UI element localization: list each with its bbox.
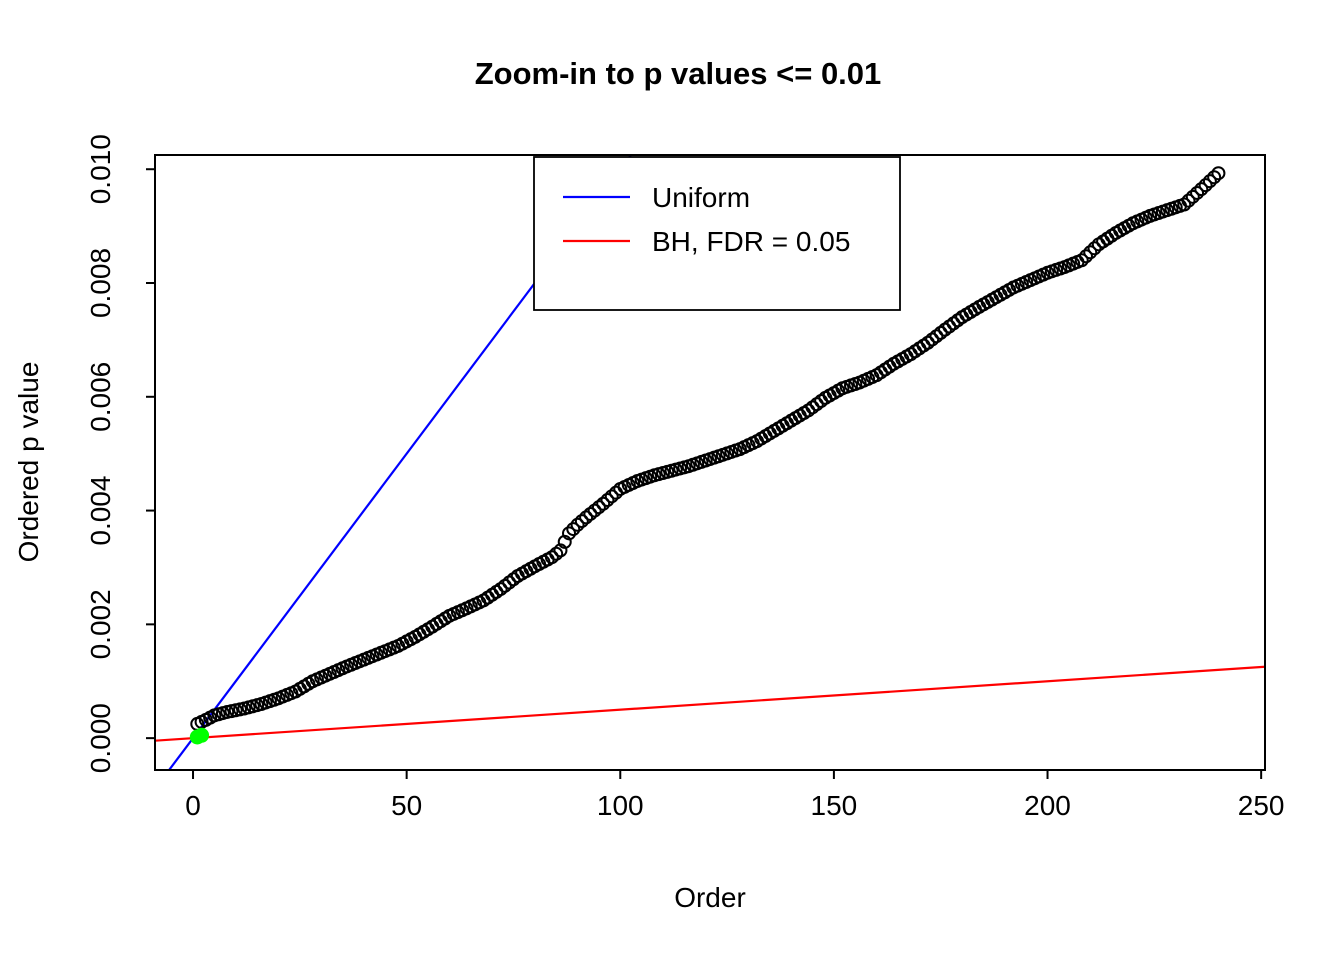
- x-tick-label: 0: [185, 790, 201, 821]
- y-tick-label: 0.010: [85, 134, 116, 204]
- p-value-point: [604, 489, 619, 504]
- p-value-point: [1194, 182, 1209, 197]
- p-value-point: [1074, 253, 1089, 268]
- p-value-point: [591, 500, 606, 515]
- p-value-point: [562, 526, 577, 541]
- legend-label-uniform: Uniform: [652, 182, 750, 213]
- bh-fdr-line: [155, 665, 1265, 742]
- y-tick-label: 0.004: [85, 476, 116, 546]
- uniform-line: [167, 155, 633, 770]
- y-tick-label: 0.000: [85, 703, 116, 773]
- scatter-points: [189, 166, 1226, 745]
- x-tick-label: 250: [1238, 790, 1285, 821]
- p-value-point: [1087, 241, 1102, 256]
- p-value-point: [549, 546, 564, 561]
- y-tick-label: 0.002: [85, 589, 116, 659]
- y-axis-label: Ordered p value: [13, 362, 44, 563]
- p-value-point: [1211, 166, 1226, 181]
- p-value-point: [570, 517, 585, 532]
- p-value-point: [1078, 249, 1093, 264]
- p-value-point: [1185, 189, 1200, 204]
- p-value-point: [579, 510, 594, 525]
- x-tick-label: 200: [1024, 790, 1071, 821]
- p-value-point: [553, 543, 568, 558]
- p-value-point: [1190, 185, 1205, 200]
- p-value-point: [1083, 245, 1098, 260]
- p-value-point: [596, 496, 611, 511]
- p-value-point: [566, 522, 581, 537]
- legend-box: [533, 156, 901, 311]
- p-value-point: [1181, 193, 1196, 208]
- p-value-point: [583, 506, 598, 521]
- chart-generated-content: 0 50 100 150 200 250 0.000 0.002 0.004 0.006 0.008…: [85, 134, 1285, 821]
- p-value-point: [544, 550, 559, 565]
- p-value-point: [557, 534, 572, 549]
- p-value-point: [1202, 174, 1217, 189]
- x-tick-label: 150: [811, 790, 858, 821]
- p-value-point: [600, 493, 615, 508]
- p-value-point: [574, 514, 589, 529]
- reference-lines: [155, 155, 1265, 770]
- y-tick-label: 0.006: [85, 362, 116, 432]
- x-axis-label: Order: [674, 882, 746, 913]
- p-value-point: [1198, 178, 1213, 193]
- chart-title: Zoom-in to p values <= 0.01: [475, 56, 882, 91]
- plot-border: [154, 154, 1266, 771]
- p-value-point: [1177, 197, 1192, 212]
- x-tick-label: 50: [391, 790, 422, 821]
- p-value-point: [1207, 170, 1222, 185]
- x-tick-label: 100: [597, 790, 644, 821]
- legend: [533, 156, 901, 311]
- significant-point: [194, 727, 210, 743]
- p-value-point: [587, 503, 602, 518]
- y-tick-label: 0.008: [85, 248, 116, 318]
- legend-label-bh: BH, FDR = 0.05: [652, 226, 850, 257]
